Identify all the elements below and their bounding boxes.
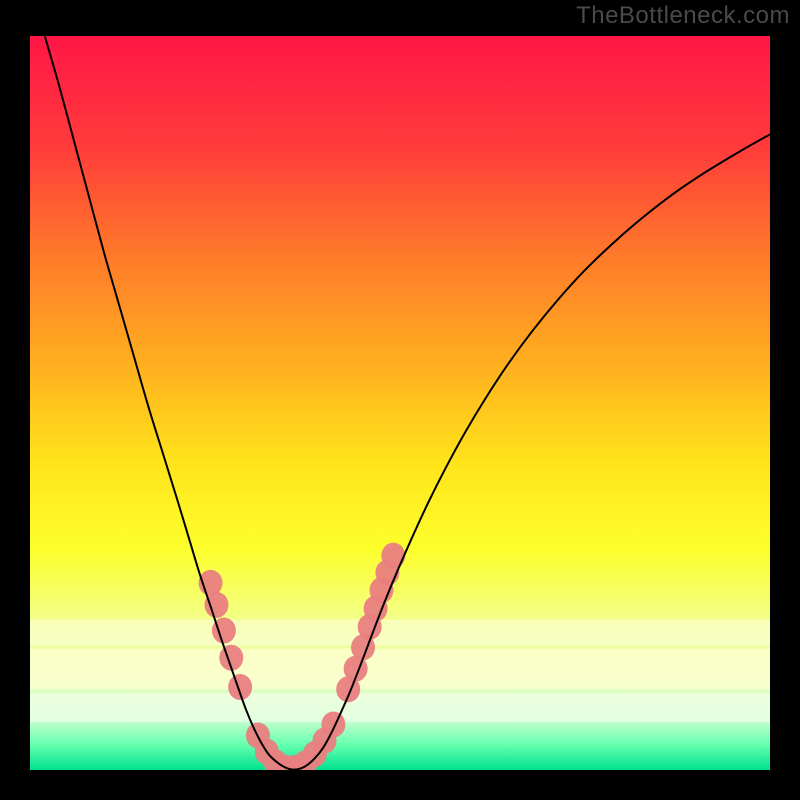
watermark-text: TheBottleneck.com	[576, 2, 790, 30]
chart-frame: TheBottleneck.com	[0, 0, 800, 800]
chart-svg	[0, 0, 800, 800]
marker-point	[321, 711, 345, 737]
marker-point	[381, 543, 405, 569]
lower-bands	[30, 620, 770, 723]
marker-point	[204, 592, 228, 618]
